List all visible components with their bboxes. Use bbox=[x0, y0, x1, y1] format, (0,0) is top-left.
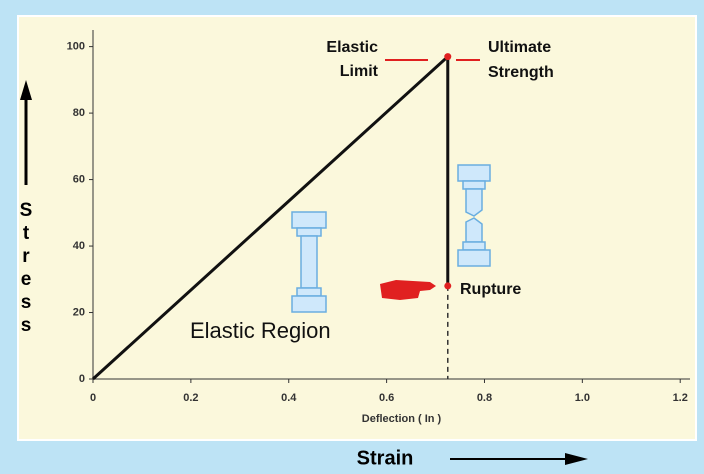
x-title: Strain bbox=[357, 447, 414, 469]
annotation: Ultimate bbox=[488, 39, 551, 56]
annotation: Strength bbox=[488, 64, 554, 81]
y-tick-label: 20 bbox=[73, 306, 85, 318]
point bbox=[444, 282, 452, 290]
y-tick-label: 0 bbox=[79, 373, 85, 385]
x-tick-label: 1.0 bbox=[575, 392, 590, 404]
x-tick-label: 0.6 bbox=[379, 392, 394, 404]
x-axis-label: Deflection ( In ) bbox=[362, 413, 442, 425]
y-tick-label: 80 bbox=[73, 107, 85, 119]
plot-panel bbox=[17, 15, 697, 441]
pointer-hand bbox=[380, 280, 436, 300]
specimen-icon bbox=[291, 211, 327, 313]
y-tick-label: 60 bbox=[73, 173, 85, 185]
point bbox=[444, 53, 452, 61]
x-tick-label: 0.4 bbox=[281, 392, 297, 404]
annotation: Elastic bbox=[326, 39, 378, 56]
x-tick-label: 0 bbox=[90, 392, 96, 404]
annotation: Elastic Region bbox=[190, 318, 331, 343]
annotation: Rupture bbox=[460, 281, 521, 298]
x-tick-label: 0.2 bbox=[183, 392, 198, 404]
broken-specimen-icon bbox=[457, 164, 491, 267]
x-arrow-head bbox=[565, 453, 588, 465]
y-arrow-head bbox=[20, 80, 32, 100]
y-tick-label: 100 bbox=[67, 41, 85, 53]
y-tick-label: 40 bbox=[73, 240, 85, 252]
annotation: Limit bbox=[340, 63, 379, 80]
x-tick-label: 0.8 bbox=[477, 392, 492, 404]
x-tick-label: 1.2 bbox=[673, 392, 688, 404]
y-title: Stress bbox=[16, 200, 37, 338]
